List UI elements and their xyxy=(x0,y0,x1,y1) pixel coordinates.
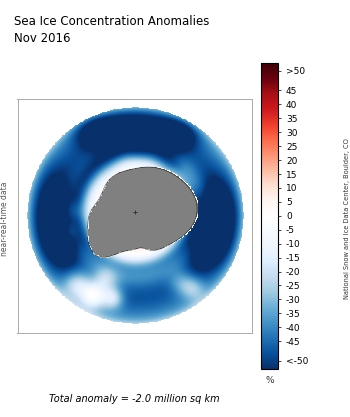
Text: Total anomaly = -2.0 million sq km: Total anomaly = -2.0 million sq km xyxy=(49,394,220,404)
Text: Sea Ice Concentration Anomalies: Sea Ice Concentration Anomalies xyxy=(14,15,209,28)
Text: Nov 2016: Nov 2016 xyxy=(14,32,70,45)
Text: %: % xyxy=(265,376,274,385)
Text: near-real-time data: near-real-time data xyxy=(0,182,9,256)
Text: National Snow and Ice Data Center, Boulder, CO: National Snow and Ice Data Center, Bould… xyxy=(344,138,350,299)
